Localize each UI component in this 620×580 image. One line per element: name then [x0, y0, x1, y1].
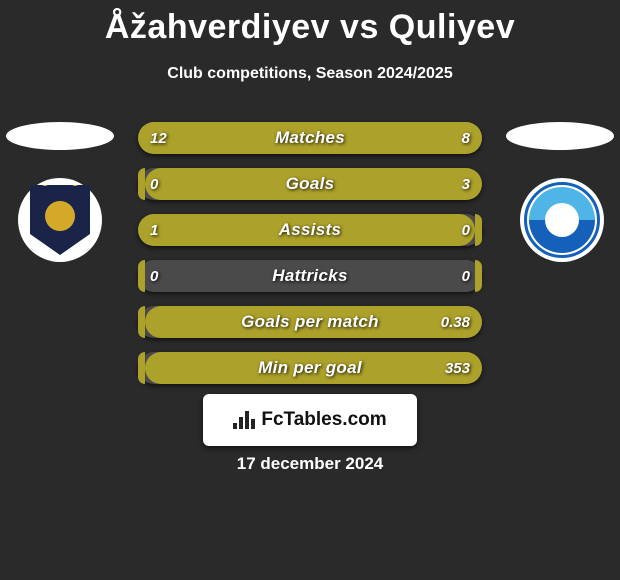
- date-label: 17 december 2024: [0, 454, 620, 474]
- bars-icon: [233, 411, 255, 429]
- shield-icon: [30, 185, 90, 255]
- stats-panel: Matches128Goals03Assists10Hattricks00Goa…: [138, 122, 482, 398]
- stat-value-right: 0: [462, 260, 470, 292]
- stat-value-left: 1: [150, 214, 158, 246]
- stat-value-left: 0: [150, 260, 158, 292]
- bar-icon: [251, 419, 255, 429]
- stat-row: Goals per match0.38: [138, 306, 482, 338]
- source-logo-text: FcTables.com: [261, 409, 386, 431]
- stat-label: Min per goal: [138, 352, 482, 384]
- stat-value-left: 12: [150, 122, 167, 154]
- circle-icon: [529, 187, 595, 253]
- stat-label: Assists: [138, 214, 482, 246]
- stat-row: Assists1 0: [138, 214, 482, 246]
- stat-label: Matches: [138, 122, 482, 154]
- stat-label: Hattricks: [138, 260, 482, 292]
- player-right-photo: [506, 122, 614, 150]
- stat-label: Goals: [138, 168, 482, 200]
- stat-value-right: 353: [445, 352, 470, 384]
- stat-row: Goals0 3: [138, 168, 482, 200]
- bar-icon: [245, 411, 249, 429]
- stat-value-right: 3: [462, 168, 470, 200]
- stat-row: Min per goal353: [138, 352, 482, 384]
- stat-row: Hattricks0 0: [138, 260, 482, 292]
- stat-value-right: 0: [462, 214, 470, 246]
- bar-icon: [239, 417, 243, 429]
- subtitle: Club competitions, Season 2024/2025: [0, 65, 620, 83]
- stat-value-right: 0.38: [441, 306, 470, 338]
- bar-icon: [233, 423, 237, 429]
- stat-row: Matches12 8: [138, 122, 482, 154]
- player-left-photo: [6, 122, 114, 150]
- stat-value-left: 0: [150, 168, 158, 200]
- team-left-crest: [18, 178, 102, 262]
- stat-value-right: 8: [462, 122, 470, 154]
- team-right-crest: [520, 178, 604, 262]
- page-title: Åžahverdiyev vs Quliyev: [0, 0, 620, 47]
- source-logo: FcTables.com: [203, 394, 417, 446]
- stat-label: Goals per match: [138, 306, 482, 338]
